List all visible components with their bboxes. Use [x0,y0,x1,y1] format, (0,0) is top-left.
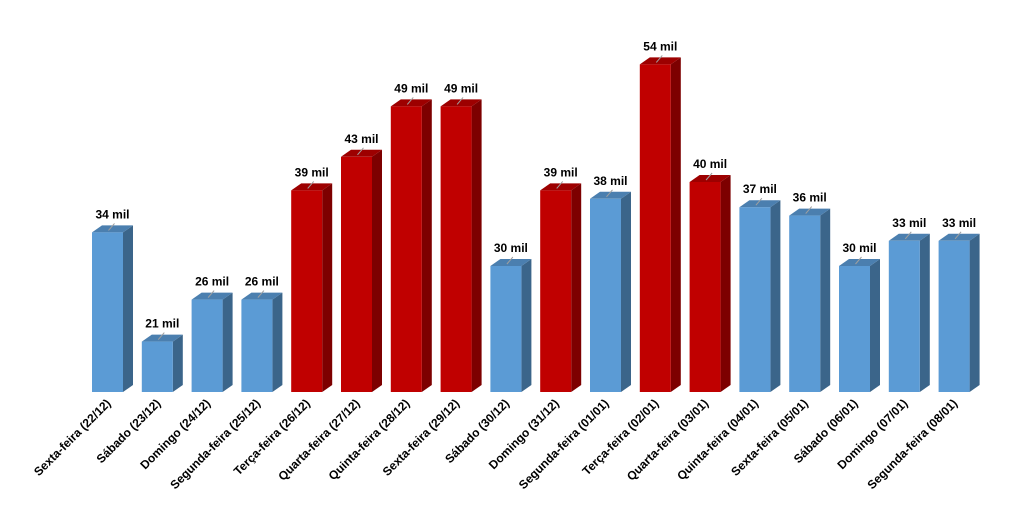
bar [540,190,572,392]
label-leader [556,181,564,189]
bar-side [172,334,183,392]
bar-top [839,259,880,266]
value-label: 49 mil [394,81,428,95]
bar [839,266,870,392]
bar-side [372,149,382,392]
label-leader [655,55,663,63]
x-tick-label: Segunda-feira (08/01) [864,396,960,492]
bar [241,299,273,392]
bar [291,190,323,392]
bar-top [440,99,482,107]
bar-side [969,233,980,392]
bar-side [770,200,781,392]
bar-top [789,208,831,216]
bar-side [571,183,582,392]
value-label: 43 mil [344,132,378,146]
bar [390,106,422,393]
bar-top [739,200,781,208]
value-label: 26 mil [195,275,229,289]
label-leader [606,189,613,198]
bar [689,182,721,392]
label-leader [755,197,763,206]
bar-side [521,259,532,392]
bar-top [341,149,382,157]
bar-side [720,175,731,392]
value-label: 37 mil [743,182,777,196]
bar-top [241,292,283,300]
bar-top [390,99,432,107]
label-leader [108,223,115,231]
bar [92,232,123,392]
label-leader [904,231,912,240]
bar-top [191,292,233,300]
bar [739,207,771,392]
value-label: 33 mil [942,216,976,230]
value-label: 38 mil [593,174,627,188]
bar-top [540,183,582,191]
bar [789,215,821,392]
value-label: 21 mil [145,317,179,331]
bar [590,198,621,392]
bar-side [471,99,482,393]
bar-top [639,57,681,65]
bar [888,240,920,392]
label-leader [207,290,215,298]
value-label: 26 mil [245,275,279,289]
bar-top [938,233,980,241]
bar [191,299,223,392]
value-label: 49 mil [444,81,478,95]
label-leader [357,147,364,156]
bar [938,240,970,392]
value-label: 30 mil [494,241,528,255]
bar-top [888,233,930,241]
label-leader [954,231,962,240]
value-label: 39 mil [544,165,578,179]
bar-side [222,292,233,392]
value-label: 40 mil [693,157,727,171]
x-tick-label: Segunda-feira (01/01) [516,396,612,492]
value-label: 54 mil [643,39,677,53]
value-label: 39 mil [295,165,329,179]
bar-side [322,183,333,392]
bar-side [621,191,631,392]
bar-side [421,99,432,393]
bar [440,106,472,393]
bar-side [272,292,283,392]
bar-top [291,183,333,191]
value-label: 34 mil [95,207,129,221]
label-leader [705,172,713,181]
label-leader [805,206,813,214]
bar-top [689,175,731,182]
x-tick-label: Sexta-feira (22/12) [31,396,114,479]
bar-top [590,191,631,199]
label-leader [157,332,165,340]
bar-top [490,259,532,266]
value-label: 30 mil [842,241,876,255]
bar-side [820,208,831,392]
bar-side [919,233,930,392]
bar [490,266,522,392]
bar [141,341,173,392]
value-label: 33 mil [892,216,926,230]
value-label: 36 mil [793,191,827,205]
label-leader [406,97,414,105]
label-leader [257,290,265,298]
label-leader [307,181,315,189]
bar-top [141,334,183,342]
bar [341,156,372,392]
label-leader [855,256,862,265]
bar-top [92,225,133,233]
label-leader [456,97,464,105]
bar-side [670,57,681,393]
bar [639,64,671,393]
label-leader [506,256,514,265]
bar-side [123,225,133,392]
x-tick-label: Segunda-feira (25/12) [167,396,263,492]
bar-side [870,259,880,392]
